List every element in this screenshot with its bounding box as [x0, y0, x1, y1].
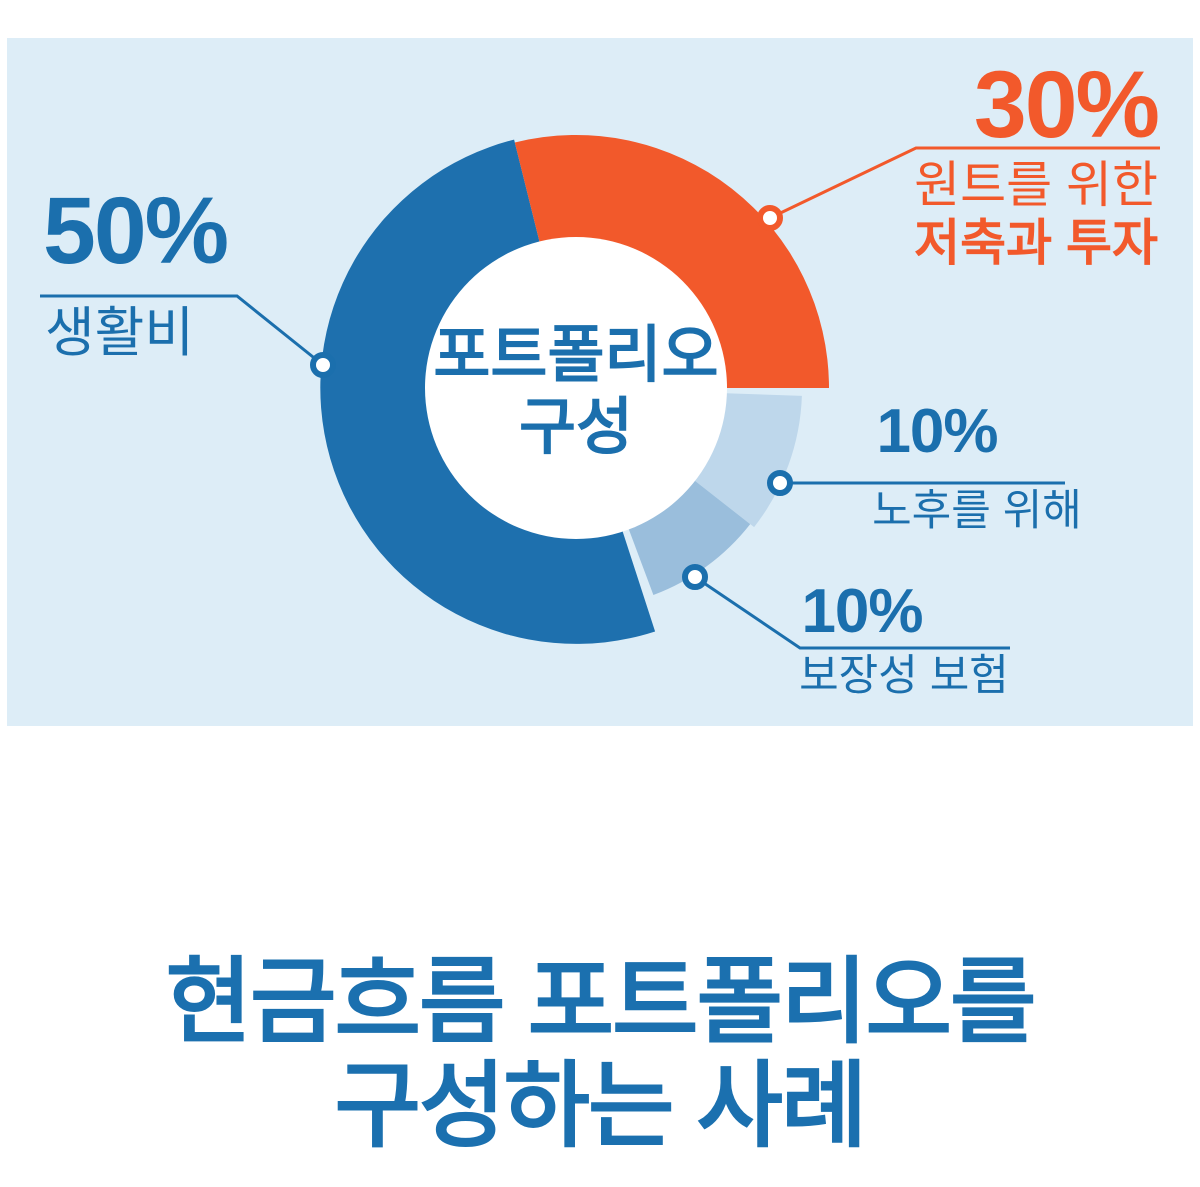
- insurance-pct-label: 10%: [801, 577, 923, 646]
- insurance-category-label: 보장성 보험: [799, 652, 1009, 700]
- wants-category-label-line2: 저축과 투자: [914, 215, 1158, 271]
- footer-title-line1: 현금흐름 포트폴리오를: [165, 949, 1037, 1054]
- living-category-label: 생활비: [45, 303, 195, 363]
- callout-dot-retirement: [767, 470, 793, 496]
- wants-pct-label: 30%: [973, 52, 1160, 158]
- donut-center-label: 포트폴리오 구성: [376, 320, 776, 464]
- donut-slice-wants: [514, 134, 830, 388]
- footer-title-line2: 구성하는 사례: [334, 1053, 868, 1158]
- donut-slice-living: [320, 139, 656, 644]
- living-pct-label: 50%: [43, 178, 229, 284]
- callout-dot-wants: [757, 205, 783, 231]
- footer-title: 현금흐름 포트폴리오를 구성하는 사례: [0, 950, 1200, 1158]
- callout-line-wants: [769, 146, 1160, 220]
- donut-chart: [40, 134, 1160, 650]
- callout-dot-living: [310, 352, 336, 378]
- donut-center-hole: [425, 237, 727, 539]
- donut-slice-insurance: [628, 480, 751, 595]
- retirement-pct-label: 10%: [876, 397, 998, 466]
- donut-center-label-line1: 포트폴리오: [433, 321, 719, 390]
- callout-dot-insurance: [682, 564, 708, 590]
- wants-category-label-line1: 원트를 위한: [914, 157, 1158, 213]
- callout-line-insurance: [694, 575, 1010, 650]
- chart-panel: 포트폴리오 구성 50% 생활비 30% 원트를 위한 저축과 투자 10% 노…: [7, 38, 1193, 726]
- callout-line-living: [40, 294, 324, 367]
- retirement-category-label: 노후를 위해: [872, 487, 1082, 535]
- donut-center-label-line2: 구성: [518, 393, 634, 462]
